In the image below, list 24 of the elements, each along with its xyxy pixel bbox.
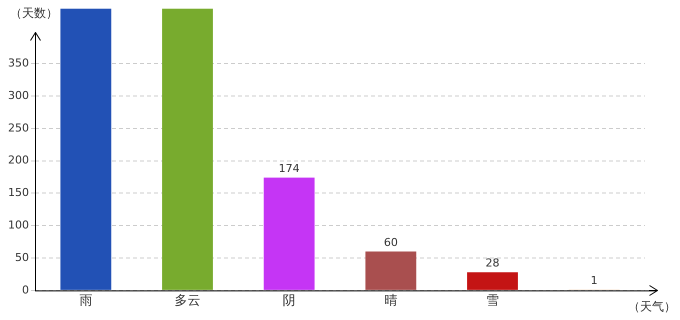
x-axis-title: （天气）	[628, 300, 676, 314]
data-label: 28	[486, 256, 500, 270]
x-tick-label: 雪	[486, 294, 499, 309]
y-tick-label: 150	[8, 186, 29, 200]
bar	[467, 272, 518, 290]
data-label: 60	[384, 236, 398, 249]
y-tick-label: 200	[8, 154, 29, 167]
y-tick-label: 300	[8, 88, 29, 102]
bar	[162, 8, 213, 290]
y-tick-label: 50	[15, 250, 29, 264]
bar	[365, 252, 416, 290]
x-tick-label: 雨	[79, 294, 92, 309]
x-tick-label: 晴	[384, 294, 398, 309]
bar	[60, 8, 112, 290]
bar	[264, 178, 315, 290]
y-axis-title: （天数）	[10, 6, 58, 20]
y-tick-label: 250	[8, 121, 29, 134]
data-label: 174	[278, 162, 300, 176]
y-tick-label: 100	[8, 218, 29, 232]
x-tick-label: 多云	[174, 294, 200, 309]
x-tick-label: 阴	[282, 294, 296, 309]
y-tick-label: 350	[8, 56, 29, 70]
data-label: 1	[590, 274, 598, 288]
y-tick-label: 0	[22, 283, 29, 296]
